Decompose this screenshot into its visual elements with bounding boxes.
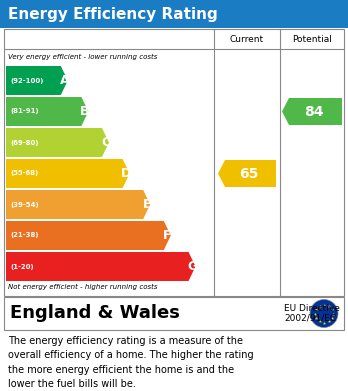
Text: EU Directive: EU Directive bbox=[284, 304, 340, 313]
Text: (39-54): (39-54) bbox=[10, 201, 39, 208]
Text: B: B bbox=[80, 105, 90, 118]
Text: Very energy efficient - lower running costs: Very energy efficient - lower running co… bbox=[8, 54, 157, 60]
Text: (92-100): (92-100) bbox=[10, 77, 44, 84]
Text: (21-38): (21-38) bbox=[10, 233, 39, 239]
Text: Potential: Potential bbox=[292, 34, 332, 43]
Text: A: A bbox=[60, 74, 69, 87]
Bar bbox=[4, 297, 344, 330]
Polygon shape bbox=[6, 190, 150, 219]
Polygon shape bbox=[6, 128, 109, 157]
Polygon shape bbox=[218, 160, 276, 187]
Text: G: G bbox=[187, 260, 197, 273]
Text: Energy Efficiency Rating: Energy Efficiency Rating bbox=[8, 7, 218, 22]
Polygon shape bbox=[6, 66, 68, 95]
Text: The energy efficiency rating is a measure of the
overall efficiency of a home. T: The energy efficiency rating is a measur… bbox=[8, 336, 254, 389]
Text: (69-80): (69-80) bbox=[10, 140, 39, 145]
Text: (1-20): (1-20) bbox=[10, 264, 34, 269]
Circle shape bbox=[310, 300, 338, 328]
Polygon shape bbox=[6, 221, 171, 250]
Text: Current: Current bbox=[230, 34, 264, 43]
Text: E: E bbox=[142, 198, 151, 211]
Polygon shape bbox=[6, 159, 129, 188]
Text: F: F bbox=[163, 229, 172, 242]
Text: C: C bbox=[101, 136, 110, 149]
Bar bbox=[4, 29, 344, 296]
Text: England & Wales: England & Wales bbox=[10, 305, 180, 323]
Text: 84: 84 bbox=[304, 104, 324, 118]
Text: D: D bbox=[121, 167, 131, 180]
Text: (55-68): (55-68) bbox=[10, 170, 38, 176]
Polygon shape bbox=[6, 252, 196, 281]
Text: (81-91): (81-91) bbox=[10, 108, 39, 115]
Bar bbox=[0, 0, 348, 28]
Polygon shape bbox=[282, 98, 342, 125]
Text: Not energy efficient - higher running costs: Not energy efficient - higher running co… bbox=[8, 284, 158, 290]
Polygon shape bbox=[6, 97, 88, 126]
Text: 65: 65 bbox=[239, 167, 259, 181]
Text: 2002/91/EC: 2002/91/EC bbox=[284, 314, 336, 323]
